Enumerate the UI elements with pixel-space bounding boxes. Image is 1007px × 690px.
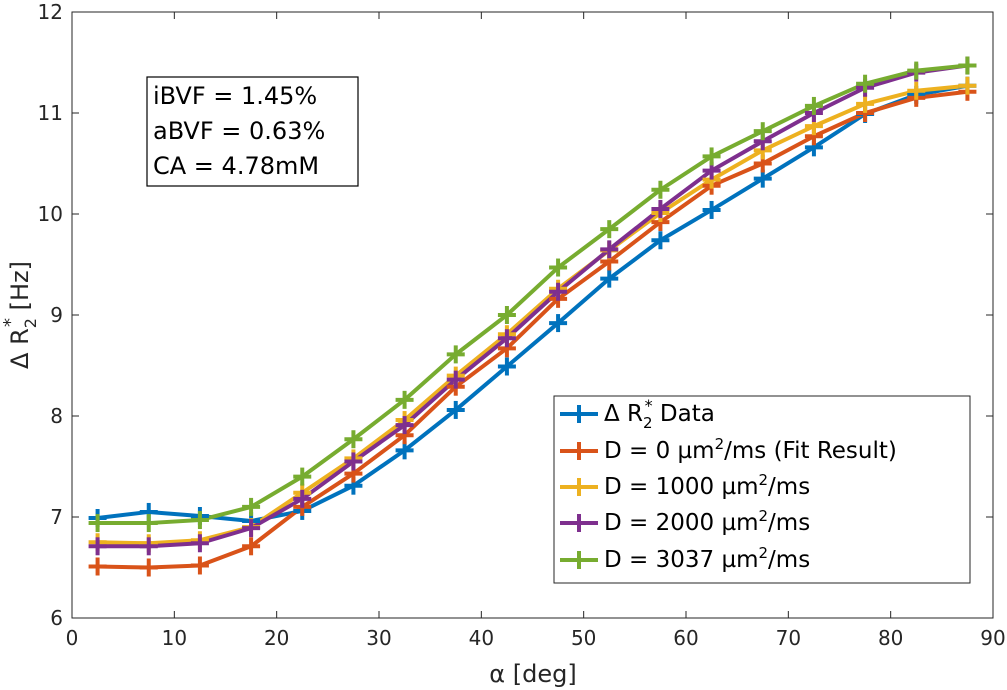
- x-tick-label: 70: [776, 626, 801, 650]
- data-point: [651, 199, 670, 218]
- legend: Δ R2* Data D = 0 µm2/ms (Fit Result) D =…: [553, 395, 971, 584]
- data-point: [190, 534, 209, 553]
- data-point: [446, 400, 465, 419]
- y-tick-label: 12: [38, 0, 63, 24]
- legend-marker-3: [570, 514, 588, 532]
- x-tick-label: 50: [571, 626, 596, 650]
- legend-label-d1000: D = 1000 µm2/ms: [604, 471, 810, 500]
- data-point: [88, 537, 107, 556]
- x-tick-label: 60: [673, 626, 698, 650]
- data-point: [958, 76, 977, 95]
- data-point: [139, 514, 158, 533]
- data-point: [242, 497, 261, 516]
- y-tick-label: 7: [50, 505, 63, 529]
- annotation-box: iBVF = 1.45% aBVF = 0.63% CA = 4.78mM: [146, 76, 359, 187]
- data-point: [395, 416, 414, 435]
- legend-marker-1: [570, 442, 588, 460]
- legend-marker-2: [570, 478, 588, 496]
- data-point: [446, 370, 465, 389]
- y-axis-label-suffix: [Hz]: [6, 261, 34, 318]
- data-point: [958, 56, 977, 75]
- x-tick-label: 0: [66, 626, 79, 650]
- data-point: [446, 345, 465, 364]
- data-point: [600, 240, 619, 259]
- x-axis-label: α [deg]: [489, 660, 576, 688]
- data-point: [907, 61, 926, 80]
- x-tick-label: 80: [878, 626, 903, 650]
- data-point: [856, 74, 875, 93]
- data-point: [907, 81, 926, 100]
- x-tick-label: 40: [469, 626, 494, 650]
- data-point: [600, 269, 619, 288]
- legend-symbols: [560, 405, 598, 569]
- legend-marker-4: [570, 551, 588, 569]
- data-point: [651, 180, 670, 199]
- data-point: [139, 558, 158, 577]
- data-point: [549, 314, 568, 333]
- series-line-1: [97, 89, 968, 570]
- y-tick-label: 9: [50, 303, 63, 327]
- y-tick-label: 6: [50, 606, 63, 630]
- y-tick-label: 8: [50, 404, 63, 428]
- y-axis-label: Δ R2* [Hz]: [0, 261, 40, 369]
- legend-frame: [553, 395, 971, 584]
- legend-marker-0: [570, 405, 588, 423]
- legend-label-data: Δ R2* Data: [604, 396, 715, 432]
- data-point: [804, 96, 823, 115]
- series-markers: [88, 56, 977, 577]
- data-point: [88, 557, 107, 576]
- data-point: [293, 489, 312, 508]
- data-point: [242, 519, 261, 538]
- x-tick-label: 30: [366, 626, 391, 650]
- data-point: [497, 329, 516, 348]
- data-point: [344, 430, 363, 449]
- annotation-line-ibvf: iBVF = 1.45%: [153, 82, 317, 110]
- data-point: [702, 147, 721, 166]
- data-point: [651, 231, 670, 250]
- y-tick-label: 10: [38, 202, 63, 226]
- data-point: [293, 467, 312, 486]
- y-axis-label-sup: *: [0, 318, 21, 327]
- data-point: [753, 169, 772, 188]
- x-tick-label: 10: [162, 626, 187, 650]
- data-point: [702, 200, 721, 219]
- data-point: [139, 537, 158, 556]
- data-point: [190, 556, 209, 575]
- data-point: [549, 258, 568, 277]
- data-point: [497, 306, 516, 324]
- legend-label-d2000: D = 2000 µm2/ms: [604, 507, 810, 536]
- legend-label-d3037: D = 3037 µm2/ms: [604, 544, 810, 573]
- axis-ticks: 0 10 20 30 40 50 60 70 80 90 6 7 8 9 10 11 12: [38, 0, 1006, 650]
- data-point: [600, 220, 619, 239]
- y-tick-label: 11: [38, 101, 63, 125]
- data-point: [395, 441, 414, 460]
- x-tick-label: 20: [264, 626, 289, 650]
- series-line-3: [97, 63, 968, 549]
- legend-label-d0: D = 0 µm2/ms (Fit Result): [604, 435, 897, 464]
- y-axis-label-prefix: Δ R: [6, 328, 34, 369]
- x-tick-label: 90: [980, 626, 1005, 650]
- data-point: [753, 122, 772, 141]
- y-axis-label-sub: 2: [21, 318, 40, 328]
- data-point: [242, 537, 261, 556]
- data-point: [190, 511, 209, 530]
- series-line-4: [97, 63, 968, 526]
- annotation-line-abvf: aBVF = 0.63%: [153, 117, 325, 145]
- annotation-frame: [146, 76, 359, 187]
- data-point: [395, 390, 414, 409]
- annotation-line-ca: CA = 4.78mM: [153, 152, 319, 180]
- data-point: [497, 357, 516, 376]
- data-point: [88, 514, 107, 533]
- data-point: [549, 282, 568, 301]
- data-point: [344, 452, 363, 471]
- data-point: [856, 94, 875, 113]
